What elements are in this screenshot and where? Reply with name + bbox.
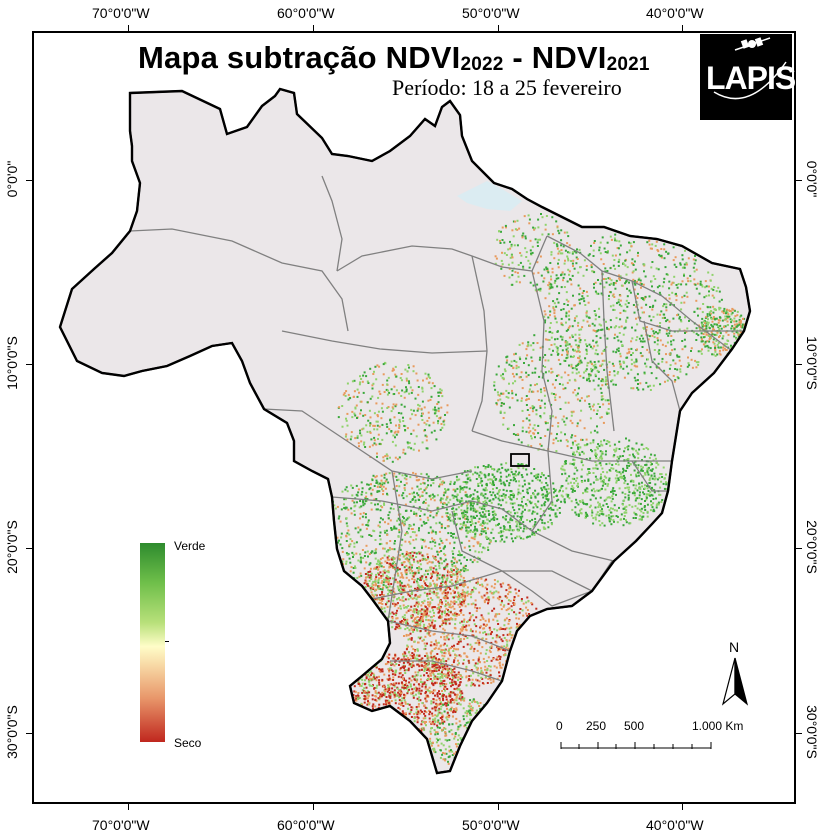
scale-label-0: 0	[556, 719, 563, 733]
right-tick-mark	[796, 364, 802, 365]
legend-mid-tick	[165, 641, 169, 642]
distrito-federal	[510, 453, 530, 467]
state-borders	[129, 175, 744, 682]
title-main: Mapa subtração NDVI	[138, 40, 461, 75]
right-tick-label: 20°0'0"S	[804, 520, 820, 574]
logo-text: LAPIS	[706, 60, 796, 96]
amazon-river-mouth	[457, 181, 522, 211]
top-tick-mark	[313, 25, 314, 31]
north-label: N	[729, 639, 740, 655]
legend-color-ramp	[140, 543, 165, 742]
top-tick-label: 70°0'0"W	[92, 5, 150, 21]
top-tick-mark	[128, 25, 129, 31]
left-tick-mark	[26, 180, 32, 181]
left-tick-mark	[26, 733, 32, 734]
left-tick-label: 0°0'0"	[4, 160, 20, 198]
title-dash: - NDVI	[503, 40, 607, 75]
map-title: Mapa subtração NDVI2022 - NDVI2021	[138, 40, 650, 76]
right-tick-label: 30°0'0"S	[804, 705, 820, 759]
right-tick-mark	[796, 548, 802, 549]
brazil-outline	[58, 87, 752, 775]
right-tick-mark	[796, 733, 802, 734]
top-tick-label: 50°0'0"W	[462, 5, 520, 21]
scale-label-1000: 1.000 Km	[692, 719, 744, 733]
bottom-tick-label: 60°0'0"W	[277, 817, 335, 833]
top-tick-mark	[682, 25, 683, 31]
bottom-tick-mark	[128, 804, 129, 810]
right-tick-label: 10°0'0"S	[804, 336, 820, 390]
left-tick-label: 30°0'0"S	[4, 705, 20, 759]
scale-label-250: 250	[586, 719, 607, 733]
bottom-tick-mark	[313, 804, 314, 810]
right-tick-label: 0°0'0"	[804, 160, 820, 198]
left-tick-mark	[26, 364, 32, 365]
top-tick-label: 40°0'0"W	[646, 5, 704, 21]
right-tick-mark	[796, 180, 802, 181]
lapis-logo: LAPIS	[700, 34, 796, 120]
left-tick-label: 20°0'0"S	[4, 520, 20, 574]
top-tick-label: 60°0'0"W	[277, 5, 335, 21]
satellite-icon	[713, 37, 787, 100]
scale-bar	[560, 742, 712, 749]
bottom-tick-mark	[498, 804, 499, 810]
legend-top-label: Verde	[174, 539, 206, 553]
bottom-tick-mark	[682, 804, 683, 810]
brazil-map	[58, 87, 752, 775]
left-tick-label: 10°0'0"S	[4, 336, 20, 390]
title-year-b: 2021	[606, 54, 650, 75]
left-tick-mark	[26, 548, 32, 549]
title-year-a: 2022	[460, 54, 504, 75]
map-subtitle: Período: 18 a 25 fevereiro	[392, 75, 622, 100]
north-arrow-icon	[721, 657, 749, 706]
bottom-tick-label: 70°0'0"W	[92, 817, 150, 833]
scale-label-500: 500	[624, 719, 645, 733]
top-tick-mark	[498, 25, 499, 31]
bottom-tick-label: 40°0'0"W	[646, 817, 704, 833]
legend-bottom-label: Seco	[174, 736, 202, 750]
bottom-tick-label: 50°0'0"W	[462, 817, 520, 833]
